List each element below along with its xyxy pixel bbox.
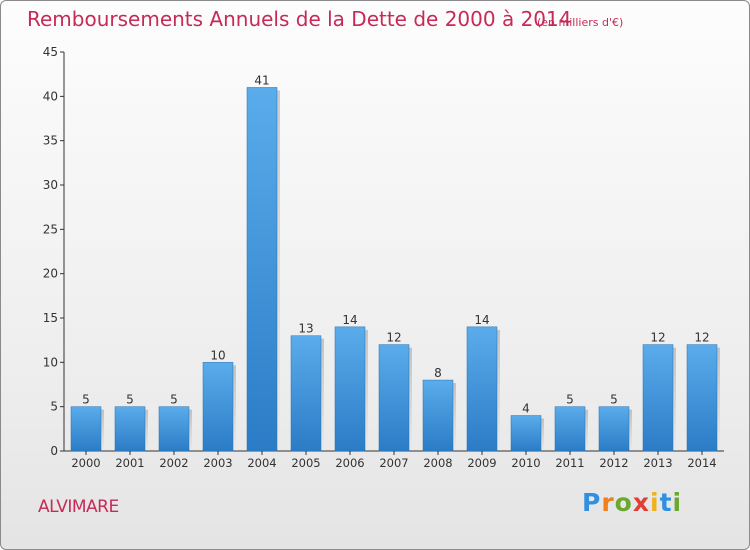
- logo-letter: r: [601, 488, 615, 517]
- bar: [114, 406, 146, 452]
- chart-subtitle: (en milliers d'€): [537, 16, 624, 29]
- x-tick-label: 2008: [423, 456, 452, 470]
- bar: [158, 406, 190, 452]
- y-tick-label: 25: [43, 222, 58, 236]
- x-tick-label: 2010: [511, 456, 540, 470]
- data-label: 12: [694, 331, 709, 345]
- bar: [554, 406, 586, 452]
- logo-letter: i: [672, 488, 683, 517]
- bar: [202, 362, 234, 452]
- y-tick-label: 10: [43, 355, 58, 369]
- data-label: 12: [386, 331, 401, 345]
- bar: [70, 406, 102, 452]
- bar: [598, 406, 630, 452]
- data-label: 5: [566, 393, 574, 407]
- x-tick-label: 2004: [247, 456, 276, 470]
- bar: [246, 87, 278, 452]
- proxiti-logo: Proxiti: [582, 488, 682, 517]
- x-tick-label: 2014: [687, 456, 716, 470]
- data-label: 5: [610, 393, 618, 407]
- bar: [686, 344, 718, 452]
- x-tick-label: 2011: [555, 456, 584, 470]
- logo-letter: P: [582, 488, 602, 517]
- logo-letter: t: [659, 488, 673, 517]
- data-label: 5: [126, 393, 134, 407]
- y-tick-label: 40: [43, 89, 58, 103]
- x-tick-label: 2006: [335, 456, 364, 470]
- y-tick-label: 15: [43, 311, 58, 325]
- y-tick-label: 5: [50, 400, 58, 414]
- data-label: 14: [342, 313, 357, 327]
- bar: [466, 326, 498, 452]
- data-label: 13: [298, 322, 313, 336]
- data-label: 4: [522, 402, 530, 416]
- bar: [290, 335, 322, 452]
- x-tick-label: 2003: [203, 456, 232, 470]
- logo-letter: o: [614, 488, 633, 517]
- data-label: 5: [82, 393, 90, 407]
- bar: [642, 344, 674, 452]
- x-tick-label: 2007: [379, 456, 408, 470]
- y-tick-label: 30: [43, 178, 58, 192]
- x-tick-label: 2012: [599, 456, 628, 470]
- commune-name: ALVIMARE: [38, 497, 119, 517]
- x-tick-label: 2001: [115, 456, 144, 470]
- x-tick-label: 2002: [159, 456, 188, 470]
- data-label: 5: [170, 393, 178, 407]
- data-label: 14: [474, 313, 489, 327]
- x-tick-label: 2013: [643, 456, 672, 470]
- x-tick-label: 2005: [291, 456, 320, 470]
- y-tick-label: 0: [50, 444, 58, 458]
- bar: [422, 379, 454, 452]
- data-label: 12: [650, 331, 665, 345]
- y-tick-label: 20: [43, 267, 58, 281]
- bar: [378, 344, 410, 452]
- data-label: 8: [434, 366, 442, 380]
- x-tick-label: 2000: [71, 456, 100, 470]
- x-tick-label: 2009: [467, 456, 496, 470]
- bar: [334, 326, 366, 452]
- logo-letter: i: [650, 488, 660, 517]
- chart-title: Remboursements Annuels de la Dette de 20…: [27, 7, 572, 31]
- logo-letter: x: [632, 488, 650, 517]
- y-tick-label: 35: [43, 134, 58, 148]
- bar: [510, 415, 542, 452]
- data-label: 10: [210, 348, 225, 362]
- data-label: 41: [254, 73, 269, 87]
- y-tick-label: 45: [43, 45, 58, 59]
